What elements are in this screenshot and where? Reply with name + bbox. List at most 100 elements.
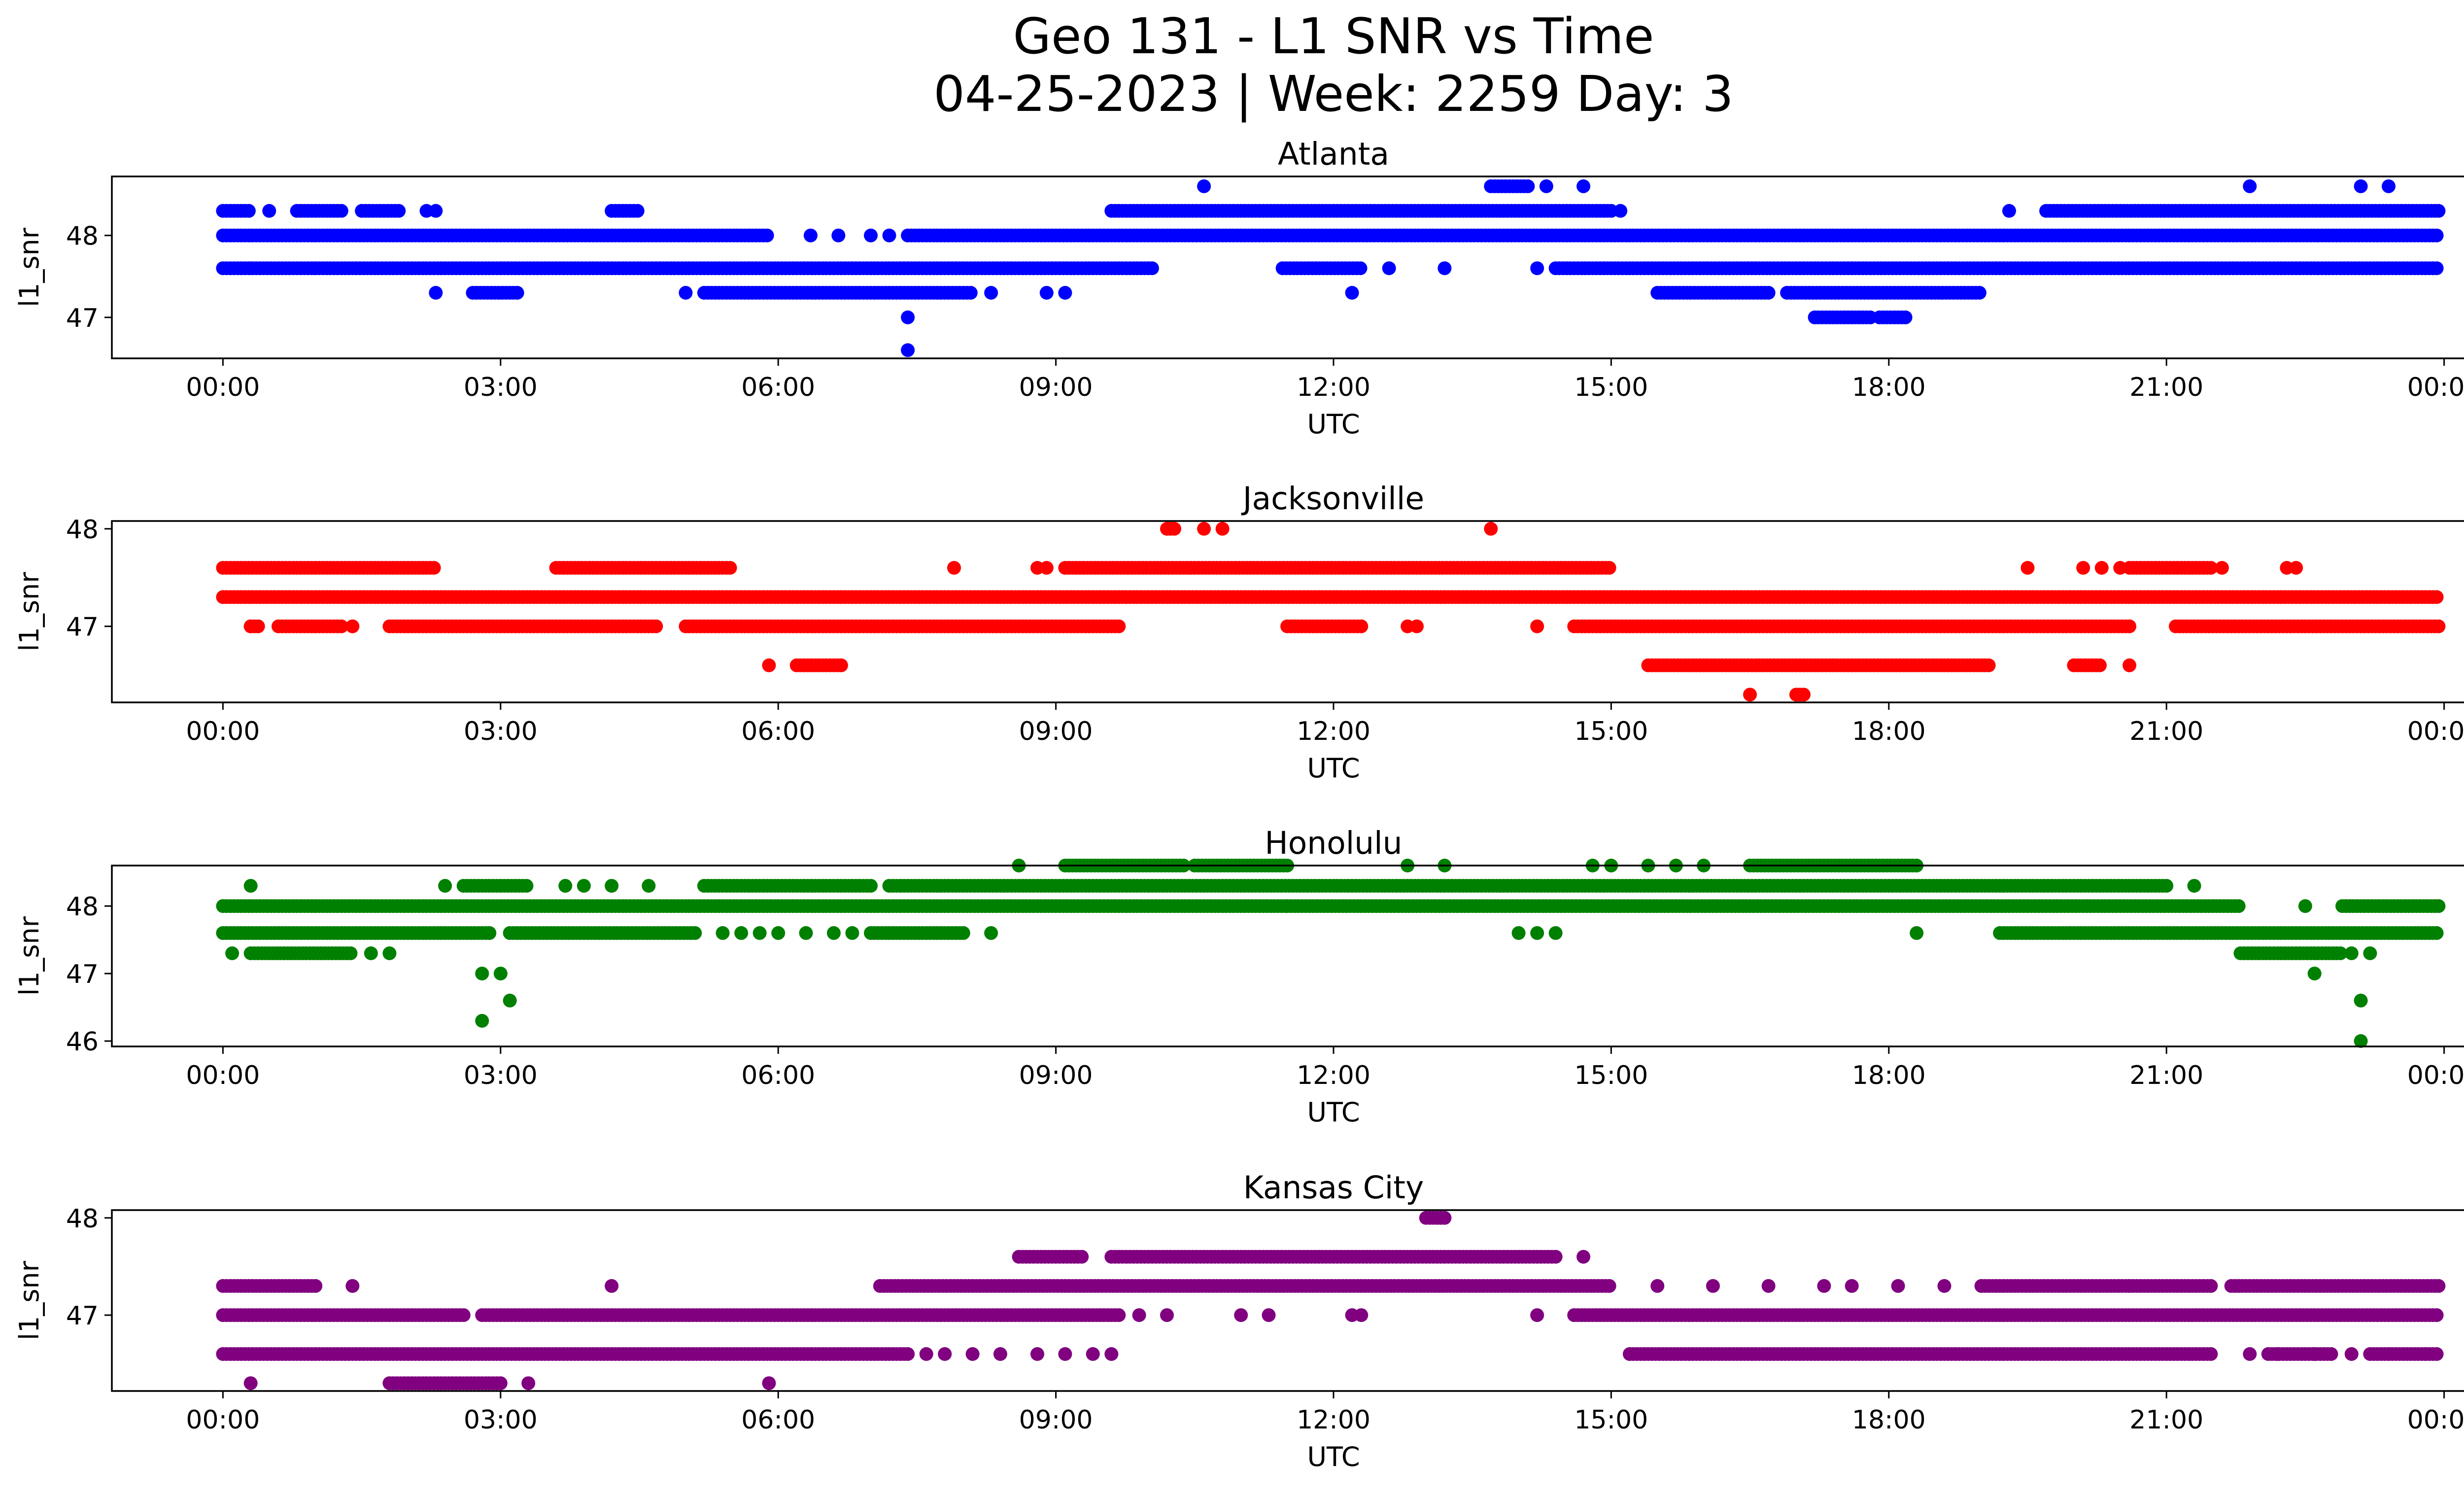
x-tick-label: 21:00 <box>2129 1061 2203 1090</box>
x-tick-label: 18:00 <box>1852 717 1926 746</box>
data-point <box>2243 179 2257 193</box>
data-point <box>1058 286 1072 300</box>
data-point <box>1345 286 1359 300</box>
x-tick-label: 15:00 <box>1574 717 1648 746</box>
data-point <box>901 310 915 324</box>
data-point <box>2020 561 2035 575</box>
data-point <box>1539 179 1553 193</box>
data-point <box>2215 561 2229 575</box>
data-point <box>2430 261 2444 276</box>
scatter-points <box>216 179 2446 357</box>
data-point <box>2298 899 2312 913</box>
data-point <box>2187 879 2201 893</box>
data-point <box>1354 619 1369 633</box>
data-point <box>2307 967 2322 981</box>
data-point <box>2231 899 2246 913</box>
data-point <box>1982 658 1996 672</box>
data-point <box>493 967 508 981</box>
data-point <box>956 926 970 940</box>
data-point <box>716 926 730 940</box>
data-point <box>1743 688 1757 702</box>
data-point <box>2430 926 2444 940</box>
x-tick-label: 09:00 <box>1019 717 1093 746</box>
data-point <box>2430 590 2444 604</box>
data-point <box>2363 946 2377 960</box>
data-point <box>1602 561 1616 575</box>
data-point <box>771 926 786 940</box>
data-point <box>243 879 258 893</box>
data-point <box>2430 228 2444 243</box>
data-point <box>456 1308 471 1322</box>
data-point <box>2289 561 2303 575</box>
data-point <box>1530 926 1544 940</box>
x-tick-label: 15:00 <box>1574 1061 1648 1090</box>
y-tick-label: 47 <box>66 960 99 989</box>
x-tick-label: 09:00 <box>1019 1061 1093 1090</box>
x-tick-label: 00:00 <box>186 1061 260 1090</box>
x-tick-label: 12:00 <box>1297 717 1370 746</box>
data-point <box>642 879 656 893</box>
data-point <box>225 946 240 960</box>
data-point <box>2076 561 2090 575</box>
data-point <box>901 343 915 357</box>
data-point <box>1167 522 1181 536</box>
data-point <box>1898 310 1913 324</box>
data-point <box>1576 179 1591 193</box>
data-point <box>649 619 663 633</box>
data-point <box>577 879 591 893</box>
x-tick-label: 00:00 <box>186 717 260 746</box>
data-point <box>753 926 767 940</box>
data-point <box>1145 261 1159 276</box>
data-point <box>334 204 348 218</box>
figure-title-line2: 04-25-2023 | Week: 2259 Day: 3 <box>933 65 1733 123</box>
data-point <box>605 879 619 893</box>
data-point <box>241 204 256 218</box>
data-point <box>345 619 360 633</box>
data-point <box>963 286 978 300</box>
subplot-title: Jacksonville <box>1241 481 1424 517</box>
subplot-title: Atlanta <box>1278 136 1389 172</box>
x-tick-label: 00:00 <box>2407 717 2464 746</box>
data-point <box>438 879 452 893</box>
data-point <box>834 658 848 672</box>
data-point <box>2344 946 2359 960</box>
x-axis-label: UTC <box>1307 753 1360 784</box>
data-point <box>1410 619 1424 633</box>
data-point <box>984 926 998 940</box>
data-point <box>864 228 878 243</box>
x-tick-label: 18:00 <box>1852 373 1926 402</box>
data-point <box>723 561 737 575</box>
data-point <box>2431 899 2446 913</box>
y-tick-label: 48 <box>66 515 99 545</box>
data-point <box>2159 879 2174 893</box>
data-point <box>392 204 406 218</box>
data-point <box>1197 179 1211 193</box>
data-point <box>558 879 573 893</box>
x-tick-label: 00:00 <box>2407 373 2464 402</box>
data-point <box>2094 561 2109 575</box>
x-tick-label: 03:00 <box>464 373 538 402</box>
data-point <box>427 561 441 575</box>
data-point <box>429 286 443 300</box>
data-point <box>864 879 878 893</box>
x-tick-label: 00:00 <box>2407 1061 2464 1090</box>
data-point <box>510 286 524 300</box>
x-tick-label: 21:00 <box>2129 373 2203 402</box>
data-point <box>688 926 702 940</box>
x-tick-label: 21:00 <box>2129 717 2203 746</box>
data-point <box>1484 522 1498 536</box>
x-axis-label: UTC <box>1307 1097 1360 1128</box>
data-point <box>2002 204 2016 218</box>
data-point <box>1797 688 1811 702</box>
figure-title-line1: Geo 131 - L1 SNR vs Time <box>1013 7 1654 65</box>
data-point <box>1215 522 1230 536</box>
data-point <box>803 228 818 243</box>
data-point <box>475 967 489 981</box>
data-point <box>1910 926 1924 940</box>
data-point <box>630 204 645 218</box>
data-point <box>243 619 258 633</box>
data-point <box>2382 179 2396 193</box>
